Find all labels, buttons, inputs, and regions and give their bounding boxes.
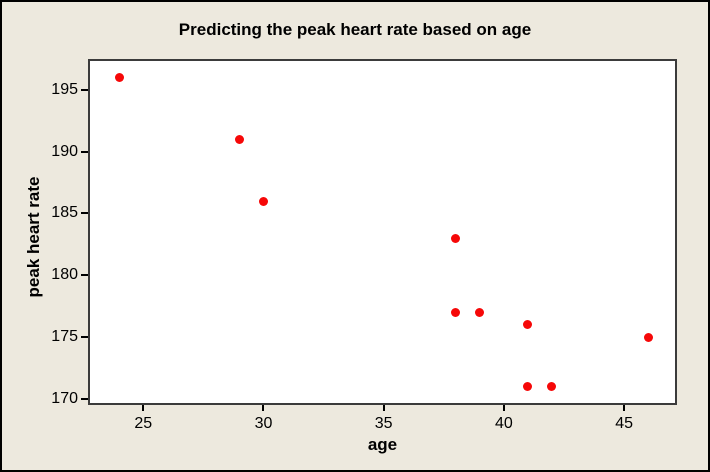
x-tick-label: 35 xyxy=(374,415,393,432)
x-axis-tick xyxy=(502,405,505,411)
y-axis-tick xyxy=(81,274,88,277)
y-axis-label: peak heart rate xyxy=(24,176,43,298)
data-point xyxy=(258,196,268,206)
x-axis-tick xyxy=(142,405,145,411)
data-point xyxy=(643,332,653,342)
chart-title: Predicting the peak heart rate based on … xyxy=(178,20,532,39)
x-axis-tick xyxy=(623,405,626,411)
x-tick-label: 40 xyxy=(494,415,513,432)
y-axis-tick xyxy=(81,88,88,91)
y-axis-tick xyxy=(81,150,88,153)
x-axis-tick xyxy=(262,405,265,411)
y-tick-label: 170 xyxy=(51,389,78,407)
y-tick-label: 175 xyxy=(51,328,78,346)
y-tick-label: 195 xyxy=(51,80,78,98)
y-axis-tick xyxy=(81,336,88,339)
data-point xyxy=(523,381,533,391)
x-tick-label: 30 xyxy=(254,415,273,432)
data-point xyxy=(114,73,124,83)
y-axis-tick xyxy=(81,397,88,400)
data-point xyxy=(475,307,485,317)
data-point xyxy=(234,134,244,144)
plot-area xyxy=(88,59,677,405)
data-point xyxy=(451,307,461,317)
data-point xyxy=(523,320,533,330)
y-tick-label: 185 xyxy=(51,204,78,222)
data-point xyxy=(451,233,461,243)
x-tick-label: 45 xyxy=(615,415,633,432)
x-axis-label: age xyxy=(367,435,398,454)
x-tick-label: 25 xyxy=(134,415,153,432)
x-axis-tick xyxy=(382,405,385,411)
y-axis-tick xyxy=(81,212,88,215)
y-tick-label: 180 xyxy=(51,266,78,284)
data-point xyxy=(547,381,557,391)
y-tick-label: 190 xyxy=(51,142,78,160)
